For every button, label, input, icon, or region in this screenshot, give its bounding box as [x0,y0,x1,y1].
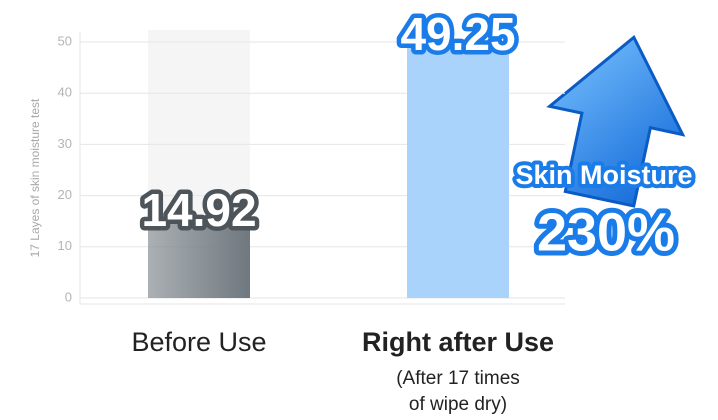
annotation-label: Skin Moisture [515,160,692,190]
x-tick-label: Before Use [131,327,266,357]
bar [407,45,509,299]
category-note: (After 17 times [396,368,520,389]
category-note: of wipe dry) [409,394,507,415]
y-tick-label: 20 [58,187,72,202]
y-tick-label: 0 [65,289,72,304]
y-tick-label: 50 [58,33,72,48]
annotation-value: 230% [537,202,675,262]
y-tick-label: 40 [58,85,72,100]
bar [148,221,250,298]
y-axis-label: 17 Layes of skin moisture test [28,98,42,257]
y-tick-label: 10 [58,238,72,253]
x-tick-label: Right after Use [362,327,554,357]
data-label: 49.25 [400,8,515,60]
data-label: 14.92 [141,184,256,236]
arrow [546,34,686,208]
y-tick-label: 30 [58,136,72,151]
